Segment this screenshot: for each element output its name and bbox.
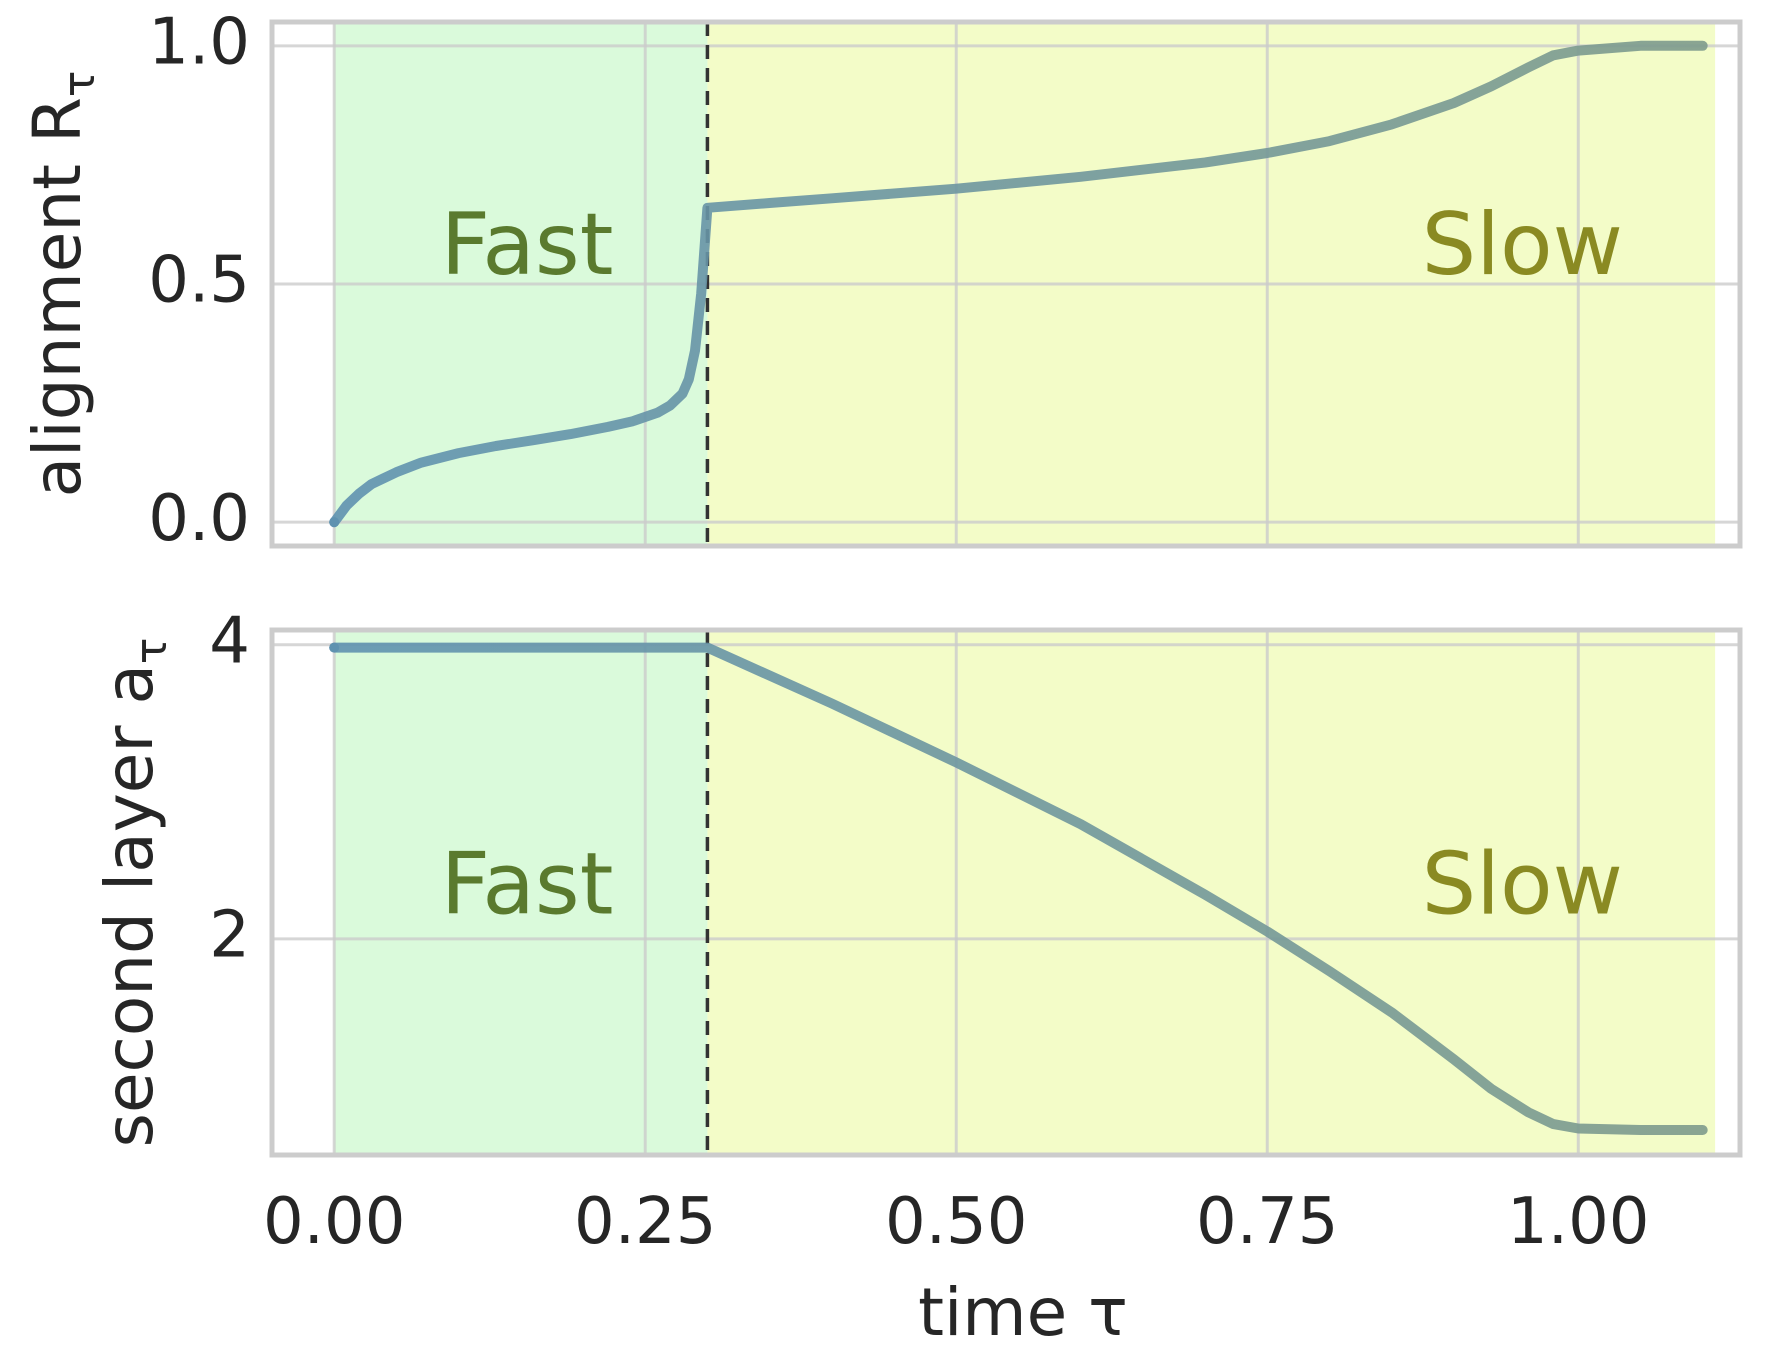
second-layer-panel: Fast Slow 2 4 0.00 0.25 0.50 0.75 1.00 second lay… bbox=[91, 604, 1743, 1259]
slow-region-label: Slow bbox=[1422, 195, 1623, 295]
y-tick-label: 0.5 bbox=[148, 244, 250, 318]
slow-region-label: Slow bbox=[1422, 835, 1623, 935]
x-tick-label: 0.50 bbox=[885, 1185, 1028, 1259]
y-axis-label: second layer aτ bbox=[91, 638, 177, 1148]
series-line bbox=[329, 40, 1708, 528]
y-tick-label: 1.0 bbox=[148, 5, 250, 79]
slow-region bbox=[707, 630, 1716, 1155]
fast-region-label: Fast bbox=[441, 195, 614, 295]
y-axis-label-main: alignment R bbox=[19, 97, 96, 497]
alignment-panel: Fast Slow 0.0 0.5 1.0 alignment Rτ bbox=[19, 5, 1743, 556]
y-axis-label-subscript: τ bbox=[54, 71, 105, 98]
fast-region-label: Fast bbox=[441, 835, 614, 935]
y-axis-label-main: second layer a bbox=[91, 664, 168, 1147]
y-tick-label: 4 bbox=[209, 604, 250, 678]
series-start-point bbox=[329, 642, 340, 653]
plot-frame bbox=[269, 19, 1743, 549]
y-tick-label: 0.0 bbox=[148, 482, 250, 556]
y-tick-label: 2 bbox=[209, 898, 250, 972]
x-tick-label: 0.25 bbox=[574, 1185, 717, 1259]
x-tick-label: 0.00 bbox=[263, 1185, 406, 1259]
plot-frame bbox=[269, 627, 1743, 1158]
x-tick-label: 0.75 bbox=[1196, 1185, 1339, 1259]
x-tick-label: 1.00 bbox=[1507, 1185, 1650, 1259]
series-line bbox=[329, 642, 1708, 1135]
series-start-point bbox=[329, 517, 340, 528]
y-axis-label-subscript: τ bbox=[126, 638, 177, 665]
x-axis-label: time τ bbox=[918, 1274, 1128, 1351]
y-axis-label: alignment Rτ bbox=[19, 71, 105, 498]
